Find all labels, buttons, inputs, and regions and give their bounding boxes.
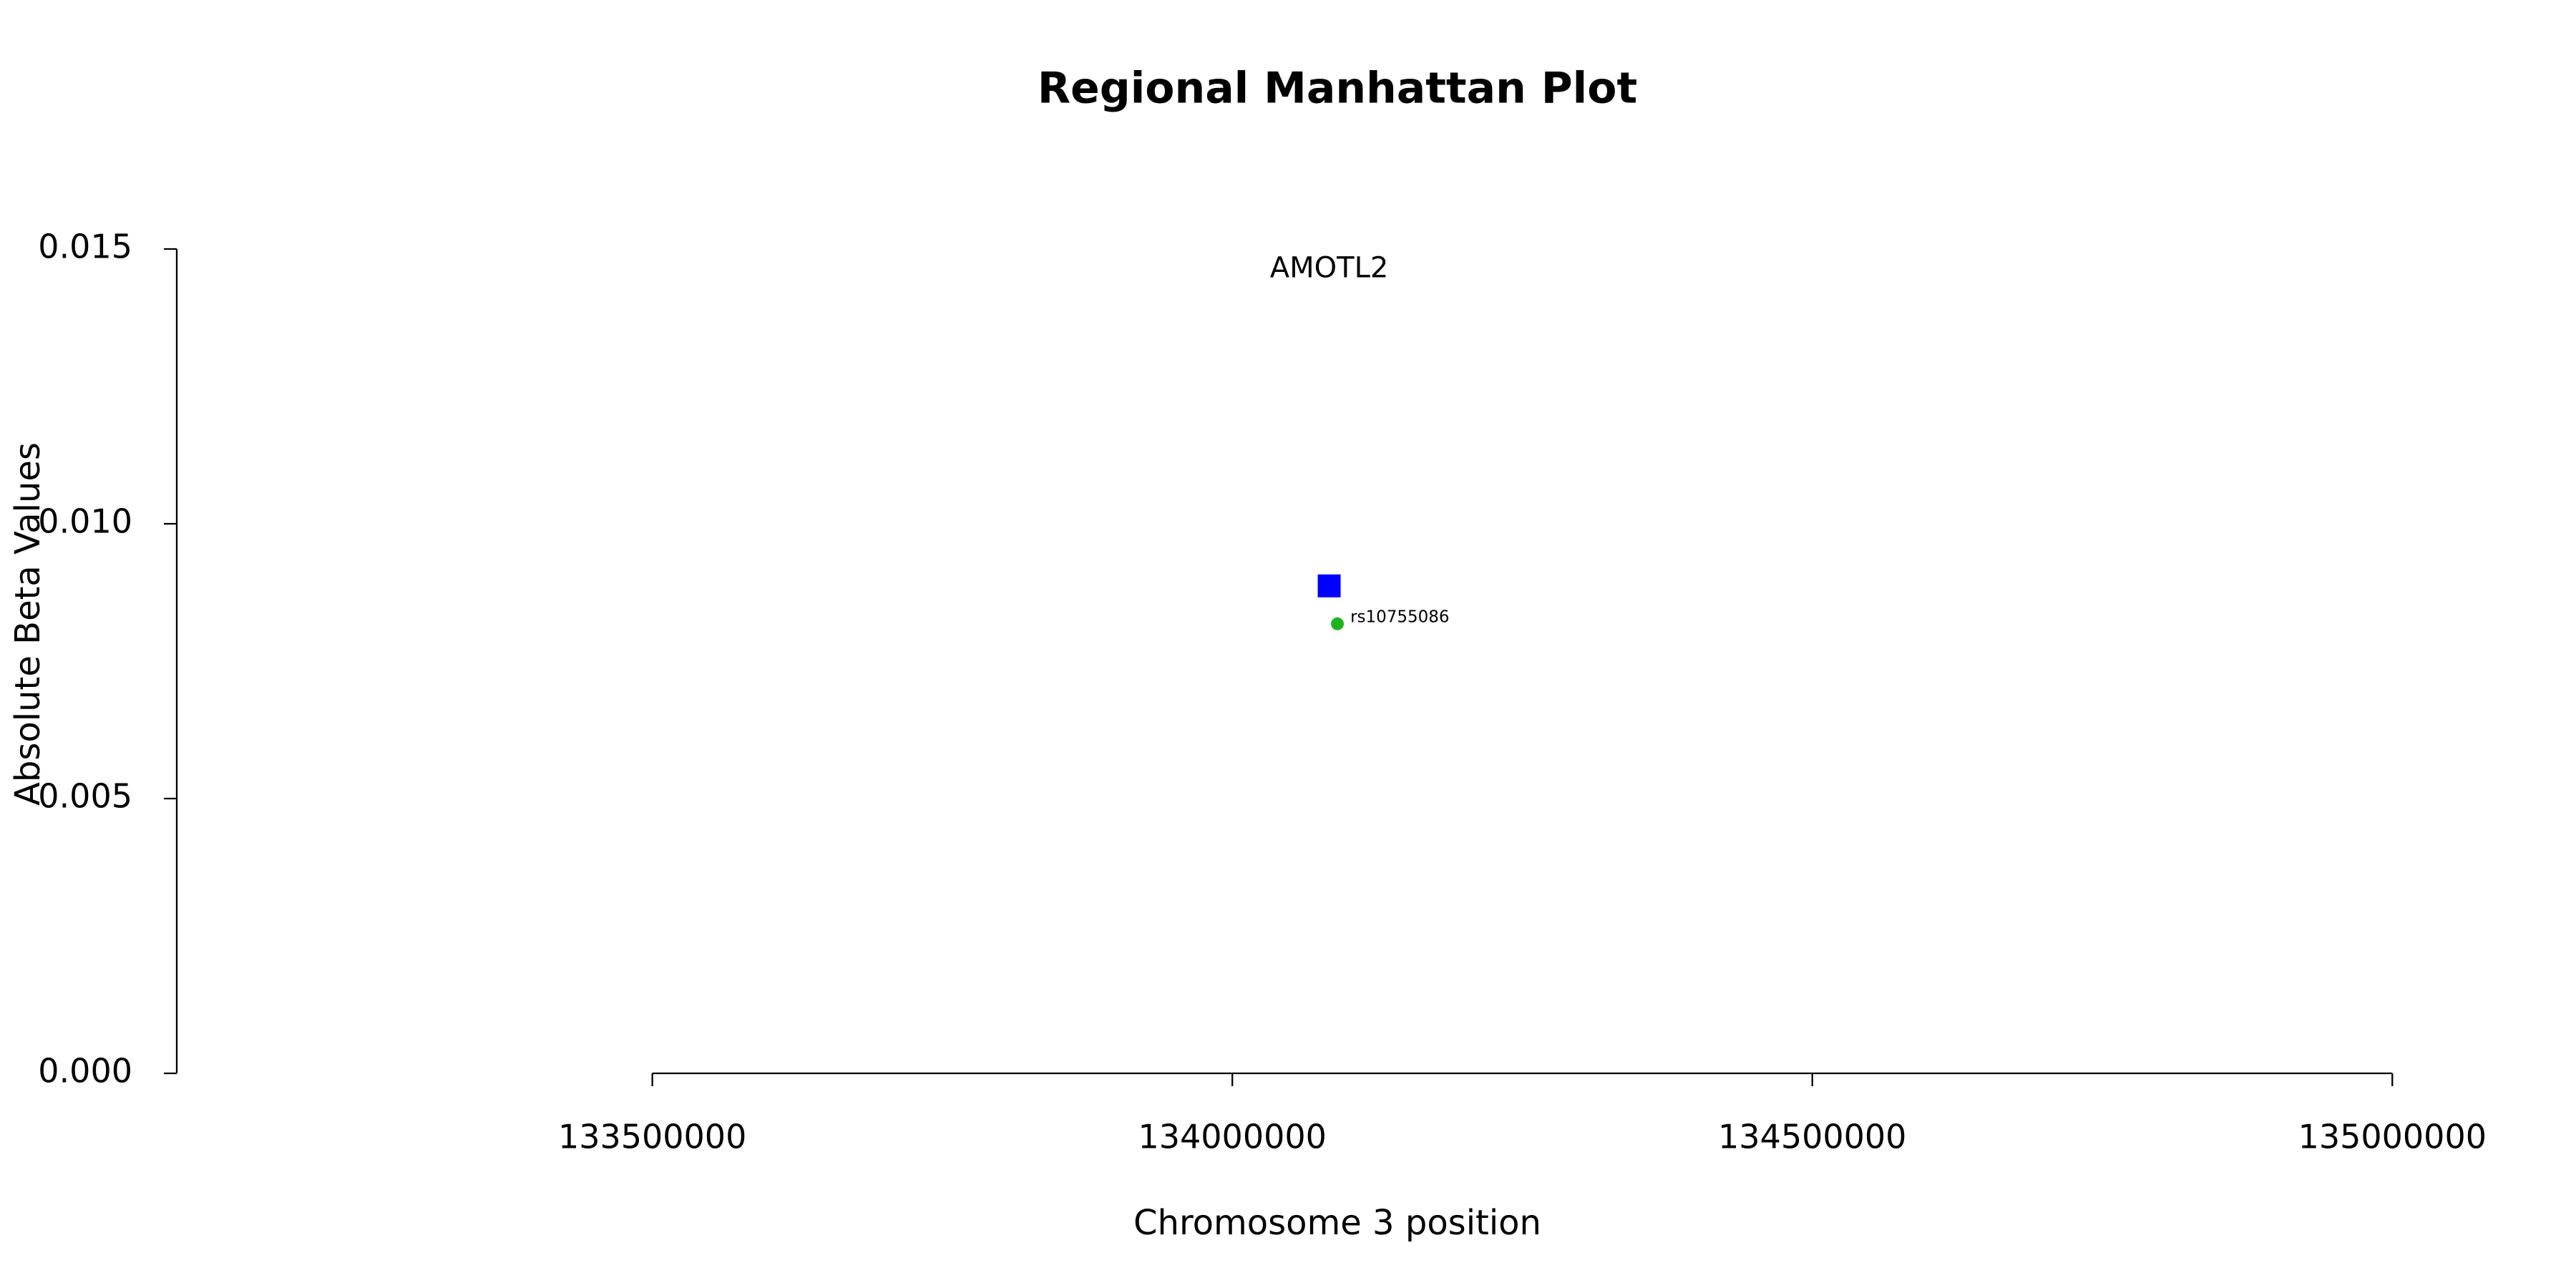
point-label: rs10755086 (1350, 608, 1450, 626)
point (1331, 617, 1345, 630)
gene-label: AMOTL2 (1270, 251, 1389, 284)
y-tick-label: 0.005 (38, 777, 132, 816)
chart-title: Regional Manhattan Plot (1038, 64, 1637, 114)
y-tick-label: 0.015 (38, 228, 132, 266)
point (1317, 574, 1341, 597)
y-tick-label: 0.010 (38, 502, 132, 541)
y-tick-label: 0.000 (38, 1052, 132, 1091)
y-axis-label: Absolute Beta Values (8, 442, 48, 806)
x-axis-label: Chromosome 3 position (1133, 1203, 1541, 1243)
x-tick-label: 133500000 (558, 1118, 746, 1156)
x-tick-label: 134000000 (1138, 1118, 1326, 1156)
x-tick-label: 134500000 (1718, 1118, 1906, 1156)
x-tick-label: 135000000 (2298, 1118, 2487, 1156)
